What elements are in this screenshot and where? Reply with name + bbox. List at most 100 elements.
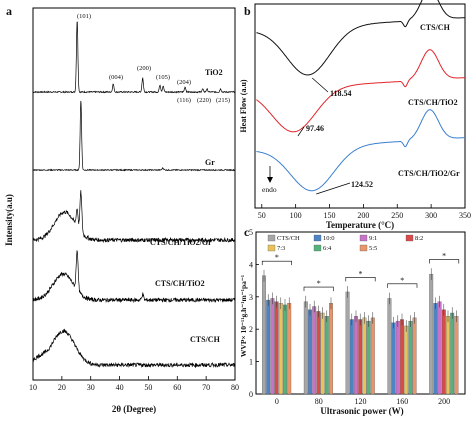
b-peak-label-2: 97.46 bbox=[306, 124, 324, 133]
a-curve-4 bbox=[32, 328, 236, 369]
c-bar bbox=[366, 320, 371, 395]
c-ytick-label: 3 bbox=[249, 293, 253, 302]
c-xtick-label: 200 bbox=[438, 397, 450, 406]
b-label-cts-ch: CTS/CH bbox=[420, 23, 451, 32]
c-legend-swatch bbox=[267, 244, 276, 252]
a-label-cts-ch-tio2-gr: CTS/CH/TiO2/Gr bbox=[150, 238, 212, 247]
c-bar bbox=[329, 303, 333, 395]
c-bar bbox=[391, 322, 396, 395]
c-sig-bracket bbox=[303, 286, 334, 292]
panel-c-yticks: 0 1 2 3 4 5 bbox=[249, 228, 259, 399]
c-xtick-label: 0 bbox=[275, 397, 279, 406]
panel-b-label: b bbox=[244, 4, 251, 18]
peak-label-220: (220) bbox=[197, 97, 211, 104]
c-bar bbox=[387, 298, 392, 395]
b-xtick-label: 100 bbox=[290, 211, 302, 220]
b-xtick-label: 200 bbox=[357, 211, 369, 220]
c-legend-swatch bbox=[405, 234, 414, 242]
panel-a-frame bbox=[32, 7, 236, 381]
c-bar bbox=[316, 311, 321, 395]
c-legend-label: 10:0 bbox=[323, 235, 335, 242]
a-curve-2 bbox=[32, 190, 236, 244]
c-bar bbox=[429, 273, 434, 395]
c-bar bbox=[412, 317, 417, 395]
c-bar bbox=[312, 306, 317, 395]
c-legend-swatch bbox=[267, 234, 276, 242]
panel-a-curves bbox=[32, 21, 236, 369]
a-curve-1 bbox=[32, 100, 236, 172]
a-xtick-label: 80 bbox=[231, 383, 239, 392]
a-label-gr: Gr bbox=[205, 158, 215, 167]
c-bar bbox=[324, 316, 329, 395]
c-legend-label: 8:2 bbox=[415, 235, 423, 242]
b-xtick-label: 300 bbox=[425, 211, 437, 220]
panel-c-significance: * * * * * bbox=[261, 252, 460, 292]
a-xtick-label: 10 bbox=[29, 383, 37, 392]
c-bar bbox=[362, 317, 367, 395]
panel-c-ylabel: WVP× 10⁻¹¹g.h⁻¹m⁻¹pa⁻¹ bbox=[239, 275, 248, 357]
c-legend-label: CTS/CH bbox=[277, 235, 300, 242]
c-sig-star: * bbox=[400, 276, 404, 285]
c-ytick-label: 4 bbox=[249, 260, 253, 269]
panel-a: a Intensity(a.u) 2θ (Degree) 10 20 30 40 50 6… bbox=[4, 4, 239, 414]
b-curve-2 bbox=[256, 109, 465, 192]
c-sig-bracket bbox=[387, 283, 418, 288]
panel-c-bars bbox=[262, 268, 459, 395]
c-bar bbox=[358, 319, 363, 395]
c-legend-swatch bbox=[359, 234, 368, 242]
panel-a-label: a bbox=[6, 4, 12, 18]
b-peak-label-3: 124.52 bbox=[351, 180, 373, 189]
c-bar bbox=[450, 312, 455, 395]
c-bar bbox=[370, 317, 375, 395]
a-xtick-label: 50 bbox=[144, 383, 152, 392]
b-peak-arrow-0 bbox=[311, 77, 329, 93]
c-bar bbox=[266, 299, 271, 395]
c-bar bbox=[274, 301, 279, 395]
b-peak-label-1: 118.54 bbox=[330, 89, 352, 98]
c-sig-bracket bbox=[261, 260, 292, 266]
c-bar bbox=[454, 316, 459, 395]
c-bar bbox=[283, 304, 287, 395]
c-legend-swatch bbox=[313, 234, 322, 242]
a-xtick-label: 30 bbox=[87, 383, 95, 392]
c-bar bbox=[320, 312, 325, 395]
endo-arrowhead bbox=[267, 177, 273, 183]
c-xtick-label: 160 bbox=[396, 397, 408, 406]
endo-label: endo bbox=[262, 185, 277, 194]
panel-c-legend: CTS/CH 10:0 9:1 8:2 7:3 6:4 5:5 bbox=[267, 234, 423, 252]
c-sig-star: * bbox=[317, 279, 321, 288]
c-ytick-label: 2 bbox=[249, 325, 253, 334]
panel-c-label: c bbox=[244, 225, 250, 239]
panel-b: b Heat Flow (a.u) Temperature (°C) 50 100… bbox=[239, 0, 471, 230]
a-curve-3 bbox=[32, 249, 236, 304]
b-curve-1 bbox=[256, 49, 465, 133]
c-ytick-label: 0 bbox=[249, 390, 253, 399]
c-bar bbox=[395, 320, 400, 395]
panel-b-ylabel: Heat Flow (a.u) bbox=[239, 79, 248, 132]
b-xtick-label: 50 bbox=[258, 211, 266, 220]
a-curve-0 bbox=[32, 21, 236, 94]
b-label-cts-ch-tio2: CTS/CH/TiO2 bbox=[408, 98, 458, 107]
peak-label-105: (105) bbox=[156, 74, 170, 81]
c-bar bbox=[262, 275, 266, 395]
c-bar bbox=[400, 319, 404, 395]
a-xtick-label: 60 bbox=[173, 383, 181, 392]
peak-label-101: (101) bbox=[77, 13, 91, 20]
c-bar bbox=[354, 316, 358, 395]
panel-c-xlabel: Ultrasonic power (W) bbox=[320, 406, 403, 416]
b-peak-arrow-2 bbox=[316, 182, 351, 195]
panel-a-peak-labels: (101) (004) (200) (105) (204) (116) (220… bbox=[77, 13, 230, 104]
c-bar bbox=[404, 325, 409, 395]
c-bar bbox=[446, 316, 450, 395]
panel-a-xlabel: 2θ (Degree) bbox=[112, 404, 156, 414]
c-bar bbox=[441, 309, 446, 395]
a-label-cts-ch-tio2: CTS/CH/TiO2 bbox=[155, 279, 205, 288]
peak-label-200: (200) bbox=[137, 65, 151, 72]
c-legend-label: 5:5 bbox=[369, 245, 377, 252]
panel-c: c WVP× 10⁻¹¹g.h⁻¹m⁻¹pa⁻¹ Ultrasonic powe… bbox=[239, 225, 466, 416]
panel-b-xlabel: Temperature (°C) bbox=[326, 220, 394, 230]
c-bar bbox=[437, 301, 442, 395]
c-legend-label: 6:4 bbox=[323, 245, 332, 252]
peak-label-215: (215) bbox=[216, 97, 230, 104]
